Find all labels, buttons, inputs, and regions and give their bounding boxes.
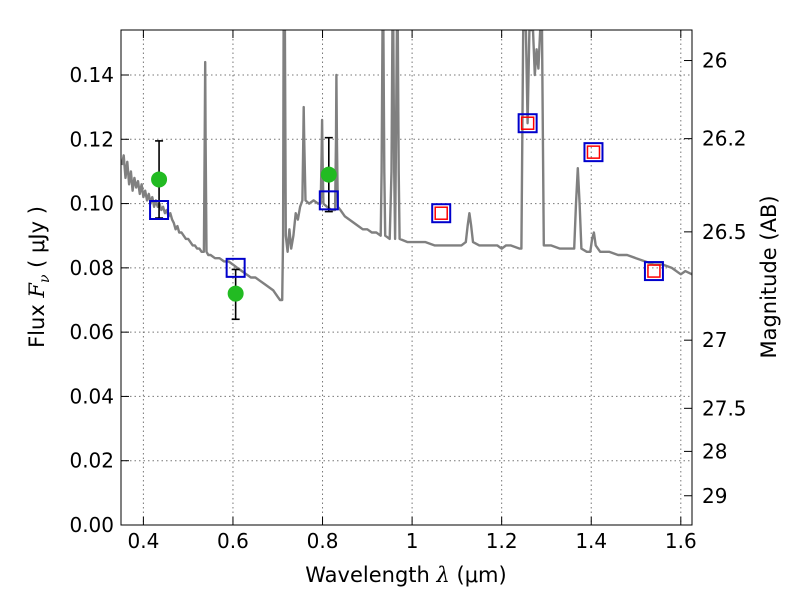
y2-tick-label: 26.2 xyxy=(702,127,747,151)
model-photometry-inner-square xyxy=(647,264,661,278)
x-tick-label: 1.6 xyxy=(665,529,697,553)
y-tick-label: 0.08 xyxy=(69,256,114,280)
x-tick-label: 0.6 xyxy=(217,529,249,553)
y-tick-label: 0.06 xyxy=(69,320,114,344)
x-tick-label: 1.4 xyxy=(575,529,607,553)
model-photometry-square xyxy=(517,113,538,134)
y-tick-label: 0.02 xyxy=(69,449,114,473)
y2-tick-labels: 26 26.2 26.5 27 27.5 28 29 xyxy=(702,49,747,508)
spectrum-layer xyxy=(121,30,692,302)
axis-ticks xyxy=(121,30,692,526)
model-photometry-inner-square xyxy=(586,145,601,159)
observed-point xyxy=(227,285,244,302)
model-photometry-inner-square xyxy=(520,116,535,130)
x-tick-labels: 0.4 0.6 0.8 1 1.2 1.4 1.6 xyxy=(127,529,696,553)
x-tick-label: 1.2 xyxy=(486,529,518,553)
grid-lines xyxy=(121,30,692,526)
points-layer xyxy=(149,113,664,321)
y2-tick-label: 26.5 xyxy=(702,220,747,244)
model-photometry-square xyxy=(225,257,246,278)
y-tick-label: 0.04 xyxy=(69,384,114,408)
observed-point xyxy=(151,171,168,188)
y2-axis-title: Magnitude (AB) xyxy=(757,195,781,358)
y2-tick-label: 26 xyxy=(702,49,727,73)
model-photometry-square xyxy=(318,190,339,211)
y2-tick-label: 29 xyxy=(702,484,727,508)
model-spectrum-line xyxy=(121,30,692,302)
model-photometry-square xyxy=(643,261,664,282)
x-tick-label: 1 xyxy=(406,529,419,553)
model-photometry-inner-square xyxy=(434,206,448,220)
y-tick-labels: 0.00 0.02 0.04 0.06 0.08 0.10 0.12 0.14 xyxy=(69,63,114,537)
y2-tick-label: 27 xyxy=(702,328,727,352)
x-tick-label: 0.4 xyxy=(127,529,159,553)
y-axis-title: Flux Fν ( μJy ) xyxy=(25,206,53,348)
model-photometry-square xyxy=(149,200,170,220)
plot-frame xyxy=(120,29,693,526)
y-tick-label: 0.14 xyxy=(69,63,114,87)
observed-point xyxy=(320,166,337,183)
model-photometry-square xyxy=(431,203,452,224)
x-axis-title: Wavelength λ (μm) xyxy=(305,563,506,587)
y-tick-label: 0.12 xyxy=(69,127,114,151)
y-tick-label: 0.00 xyxy=(69,513,114,537)
model-photometry-square xyxy=(583,142,604,163)
y2-tick-label: 27.5 xyxy=(702,396,747,420)
x-tick-label: 0.8 xyxy=(307,529,339,553)
y-tick-label: 0.10 xyxy=(69,192,114,216)
y2-tick-label: 28 xyxy=(702,439,727,463)
